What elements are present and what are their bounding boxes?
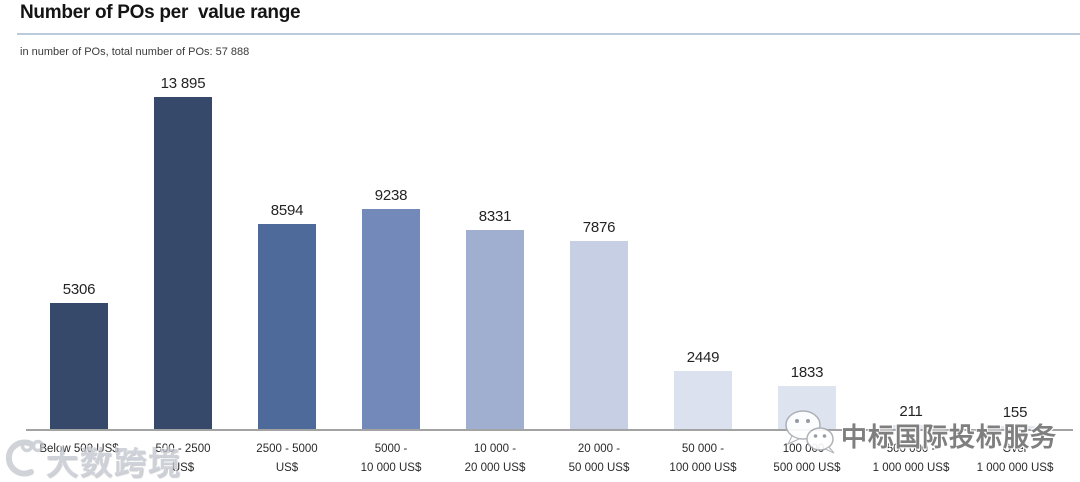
bar-group: 13 895 <box>127 75 239 430</box>
bar-value-label: 211 <box>899 403 923 420</box>
x-tick-label: Over 1 000 000 US$ <box>976 443 1054 474</box>
bar[interactable] <box>466 230 524 430</box>
bar[interactable] <box>258 224 316 430</box>
chart-subtitle: in number of POs, total number of POs: 5… <box>20 46 250 58</box>
bar-value-label: 7876 <box>582 219 616 236</box>
x-tick-label: 5000 -10 000 US$ <box>360 443 422 474</box>
x-tick-label: 50 000 -100 000 US$ <box>669 443 737 474</box>
bar[interactable] <box>362 209 420 430</box>
x-tick-label: 2500 - 5000 US$ <box>256 443 318 474</box>
bar-value-label: 9238 <box>374 187 408 204</box>
bar-value-label: 155 <box>1002 404 1028 421</box>
watermark-logo-text: 大数跨境 <box>46 444 183 481</box>
bar[interactable] <box>154 97 212 430</box>
bar-group: 7876 <box>543 219 655 430</box>
x-tick-label: Below 500 US$ <box>39 443 119 455</box>
bar[interactable] <box>50 303 108 430</box>
bar-group: 9238 <box>335 187 447 430</box>
watermark-logo: 大数跨境 <box>2 437 182 482</box>
bar-group: 2449 <box>647 349 759 430</box>
bar[interactable] <box>674 371 732 430</box>
bar-value-label: 13 895 <box>160 75 206 92</box>
bar-value-label: 1833 <box>790 364 824 381</box>
title-divider <box>17 33 1080 35</box>
bar[interactable] <box>882 425 940 430</box>
bar-value-label: 8594 <box>270 202 304 219</box>
watermark-stamp-text: 中标国际投标服务 <box>841 422 1058 452</box>
bar-group: 5306 <box>23 281 135 430</box>
bar[interactable] <box>986 426 1044 430</box>
bar-value-label: 5306 <box>62 281 96 298</box>
crescent-logo-icon <box>2 437 45 482</box>
page-title: Number of POs per value range <box>20 2 301 23</box>
wechat-icon <box>781 408 839 459</box>
x-tick-label: 500 - 2500 US$ <box>155 443 211 474</box>
x-tick-label: 20 000 -50 000 US$ <box>568 443 630 474</box>
bar-group: 8594 <box>231 202 343 430</box>
bar[interactable] <box>570 241 628 430</box>
bar-group: 211 <box>855 403 967 430</box>
x-tick-label: 500 000 -1 000 000 US$ <box>872 443 950 474</box>
bar-group: 155 <box>959 404 1071 430</box>
bar-value-label: 2449 <box>686 349 720 366</box>
bar-group: 8331 <box>439 208 551 430</box>
watermark-stamp: 中标国际投标服务 <box>781 408 1057 459</box>
bar-value-label: 8331 <box>478 208 512 225</box>
x-axis-line <box>26 429 1073 431</box>
x-tick-label: 10 000 -20 000 US$ <box>464 443 526 474</box>
